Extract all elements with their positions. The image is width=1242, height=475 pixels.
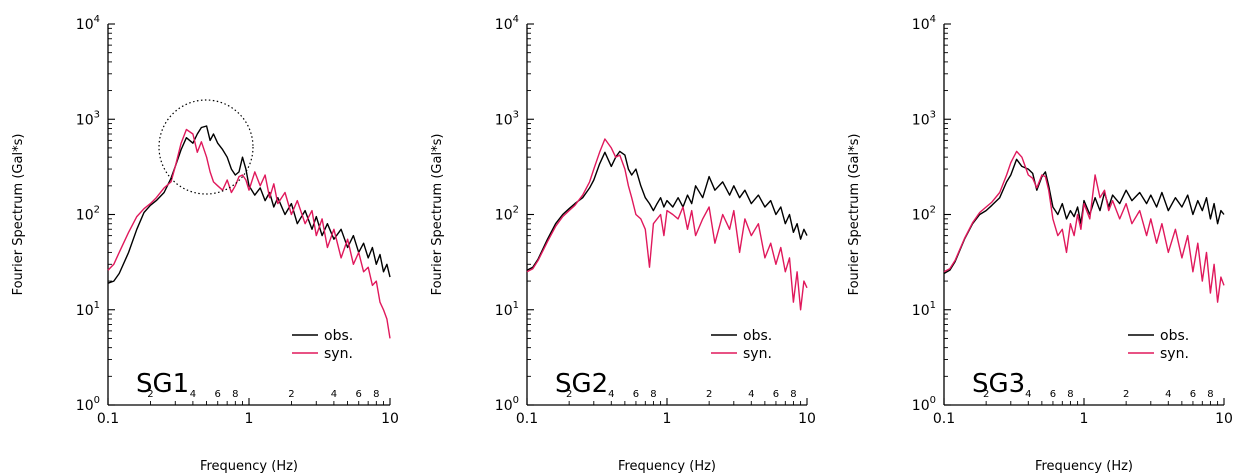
x-minor-tick-label: 2 (706, 389, 712, 400)
y-tick-label: 101 (76, 300, 100, 319)
y-tick-label: 103 (495, 109, 519, 128)
x-axis-title: Frequency (Hz) (200, 459, 298, 474)
x-tick-label: 10 (381, 411, 399, 427)
x-minor-tick-label: 2 (983, 389, 989, 400)
x-minor-tick-label: 4 (1025, 389, 1031, 400)
x-tick-label: 1 (663, 411, 672, 427)
y-axis-title: Fourier Spectrum (Gal*s) (847, 134, 862, 296)
y-tick-label: 104 (912, 14, 936, 33)
x-tick-label: 1 (245, 411, 254, 427)
x-minor-tick-label: 4 (190, 389, 196, 400)
x-minor-tick-label: 8 (373, 389, 379, 400)
x-minor-tick-label: 6 (773, 389, 779, 400)
x-axis-title: Frequency (Hz) (1035, 459, 1133, 474)
x-minor-tick-label: 4 (608, 389, 614, 400)
legend-label: obs. (324, 328, 353, 344)
legend-label: obs. (1160, 328, 1189, 344)
x-minor-tick-label: 8 (650, 389, 656, 400)
panel-label: SG2 (555, 369, 608, 399)
x-tick-label: 10 (798, 411, 816, 427)
x-minor-tick-label: 6 (215, 389, 221, 400)
x-minor-tick-label: 6 (1050, 389, 1056, 400)
x-minor-tick-label: 8 (1067, 389, 1073, 400)
y-tick-label: 103 (912, 109, 936, 128)
x-minor-tick-label: 2 (1123, 389, 1129, 400)
y-axis-title: Fourier Spectrum (Gal*s) (430, 134, 445, 296)
x-minor-tick-label: 2 (566, 389, 572, 400)
series-line-syn (943, 150, 1225, 303)
x-minor-tick-label: 6 (356, 389, 362, 400)
x-minor-tick-label: 2 (288, 389, 294, 400)
x-minor-tick-label: 8 (1207, 389, 1213, 400)
y-tick-label: 103 (76, 109, 100, 128)
x-minor-tick-label: 2 (147, 389, 153, 400)
y-axis-title: Fourier Spectrum (Gal*s) (11, 134, 26, 296)
y-tick-label: 104 (76, 14, 100, 33)
x-tick-label: 0.1 (516, 411, 538, 427)
y-tick-label: 100 (76, 395, 100, 414)
x-tick-label: 0.1 (933, 411, 955, 427)
y-tick-label: 100 (495, 395, 519, 414)
x-minor-tick-label: 4 (331, 389, 337, 400)
legend-label: syn. (1160, 346, 1189, 362)
legend-label: syn. (743, 346, 772, 362)
legend-label: obs. (743, 328, 772, 344)
x-axis-title: Frequency (Hz) (618, 459, 716, 474)
series-line-obs (943, 158, 1225, 275)
x-tick-label: 10 (1215, 411, 1233, 427)
x-tick-label: 0.1 (97, 411, 119, 427)
x-minor-tick-label: 4 (1165, 389, 1171, 400)
x-minor-tick-label: 6 (633, 389, 639, 400)
y-tick-label: 102 (912, 205, 936, 224)
y-tick-label: 100 (912, 395, 936, 414)
legend-label: syn. (324, 346, 353, 362)
series-line-obs (526, 150, 808, 271)
panel-label: SG3 (972, 369, 1025, 399)
x-minor-tick-label: 8 (232, 389, 238, 400)
x-minor-tick-label: 6 (1190, 389, 1196, 400)
x-minor-tick-label: 4 (748, 389, 754, 400)
y-tick-label: 102 (76, 205, 100, 224)
series-line-obs (107, 125, 391, 284)
y-tick-label: 102 (495, 205, 519, 224)
y-tick-label: 104 (495, 14, 519, 33)
x-tick-label: 1 (1080, 411, 1089, 427)
x-minor-tick-label: 8 (790, 389, 796, 400)
highlight-circle (158, 99, 254, 195)
panel-label: SG1 (136, 369, 189, 399)
series-line-syn (526, 138, 808, 311)
y-tick-label: 101 (912, 300, 936, 319)
y-tick-label: 101 (495, 300, 519, 319)
series-line-syn (107, 128, 391, 339)
